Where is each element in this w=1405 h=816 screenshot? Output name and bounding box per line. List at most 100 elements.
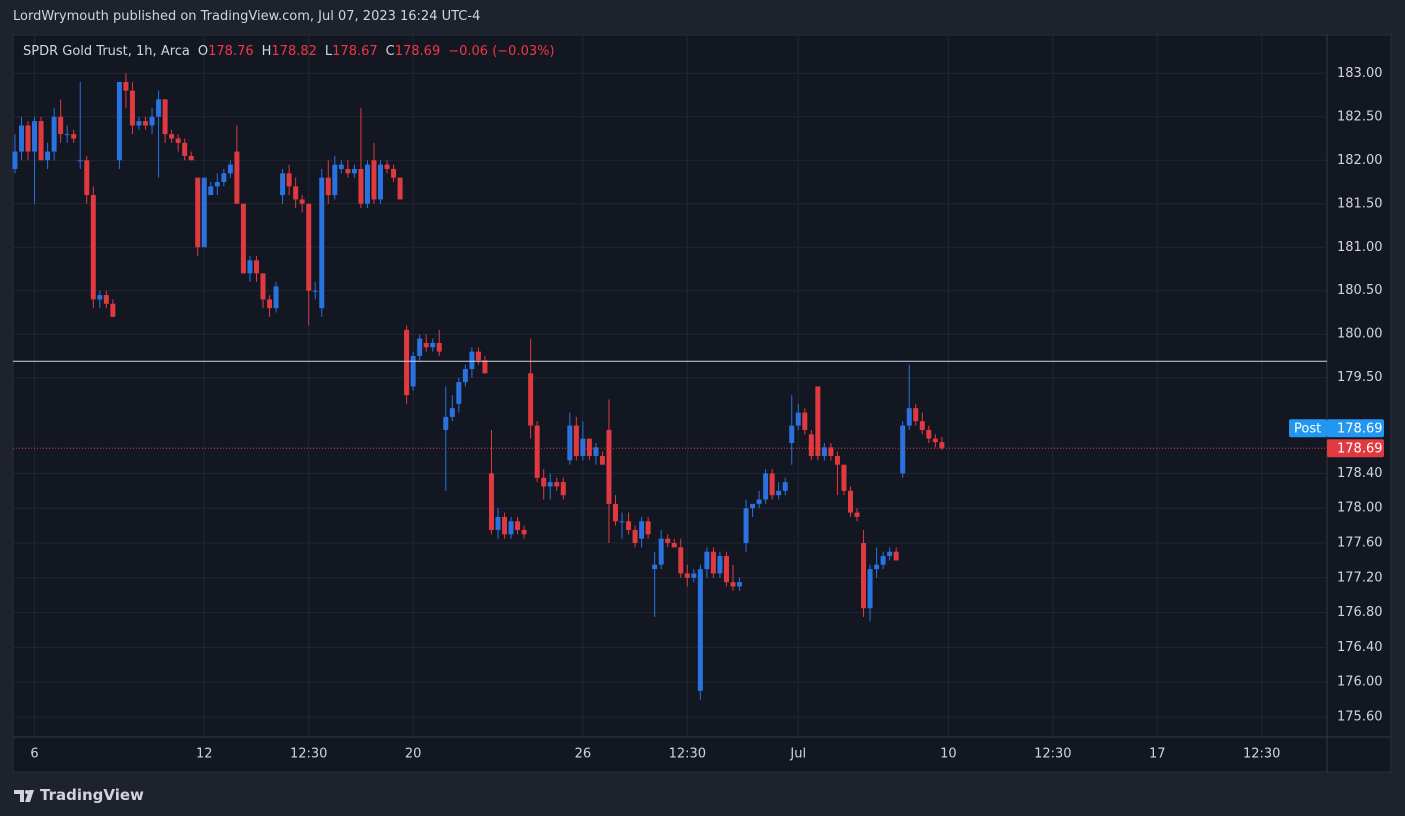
last-price-box [1327, 439, 1384, 458]
candle-body [286, 173, 292, 187]
candle-body [534, 425, 540, 478]
y-tick-label: 180.50 [1337, 283, 1383, 298]
candle-body [234, 151, 240, 204]
y-tick-label: 179.50 [1337, 370, 1383, 385]
candle-body [325, 177, 331, 196]
candle-body [319, 177, 325, 309]
candle-body [645, 521, 651, 535]
candle-body [45, 151, 51, 161]
candle-body [169, 134, 175, 139]
candle-body [456, 382, 462, 404]
candle-body [188, 155, 194, 161]
candle-body [808, 434, 814, 457]
candle-body [684, 573, 690, 578]
candle-body [201, 177, 207, 248]
y-tick-label: 178.00 [1337, 501, 1383, 516]
x-tick-label: 12:30 [1243, 747, 1280, 762]
candle-body [612, 503, 618, 522]
open-label: O [197, 44, 209, 59]
candle-body [338, 164, 344, 169]
x-tick-label: 12:30 [1034, 747, 1071, 762]
candle-body [887, 551, 893, 557]
candle-body [606, 429, 612, 504]
candle-body [932, 438, 938, 443]
candle-body [378, 164, 384, 200]
candle-body [821, 447, 827, 457]
candle-body [84, 160, 90, 196]
candle-body [90, 195, 96, 300]
x-tick-label: 20 [405, 747, 422, 762]
candle-body [880, 556, 886, 565]
publish-info: LordWrymouth published on TradingView.co… [13, 9, 481, 24]
x-tick-label: 26 [575, 747, 592, 762]
high-label: H [261, 44, 272, 59]
x-tick-label: 6 [30, 747, 38, 762]
candle-body [103, 295, 109, 304]
y-tick-label: 176.80 [1337, 605, 1383, 620]
open-value: 178.76 [208, 44, 254, 59]
candle-body [436, 342, 442, 352]
y-tick-label: 181.00 [1337, 240, 1383, 255]
logo-dot [25, 790, 29, 794]
candle-body [560, 482, 566, 496]
candle-body [508, 521, 514, 535]
candle-body [521, 529, 527, 535]
candle-body [443, 416, 449, 430]
candle-body [306, 203, 312, 291]
candle-body [64, 134, 70, 136]
y-tick-label: 180.00 [1337, 327, 1383, 342]
candle-body [162, 99, 168, 135]
candle-body [208, 186, 214, 196]
candle-body [488, 473, 494, 530]
post-box [1289, 419, 1327, 438]
candle-body [573, 425, 579, 457]
candle-body [182, 142, 188, 156]
y-tick-label: 181.50 [1337, 196, 1383, 211]
candle-body [593, 447, 599, 457]
candle-body [815, 386, 821, 457]
x-tick-label: 12:30 [669, 747, 706, 762]
candle-body [639, 521, 645, 539]
y-tick-label: 175.60 [1337, 709, 1383, 724]
candle-body [38, 121, 44, 161]
candle-body [267, 299, 273, 309]
candle-body [123, 81, 129, 91]
candle-body [462, 369, 468, 383]
candle-body [397, 177, 403, 200]
candle-body [515, 521, 521, 530]
candle-body [691, 573, 697, 578]
candle-body [861, 543, 867, 609]
candle-body [449, 408, 455, 417]
candle-body [737, 582, 743, 587]
candle-body [841, 464, 847, 491]
candle-body [782, 482, 788, 491]
post-price-label: 178.69 [1337, 422, 1383, 437]
candle-body [704, 551, 710, 570]
post-label: Post [1294, 422, 1321, 437]
candle-body [156, 99, 162, 117]
candle-body [417, 338, 423, 356]
candle-body [240, 203, 246, 274]
candle-body [769, 473, 775, 496]
candle-body [795, 412, 801, 426]
candle-body [834, 456, 840, 465]
y-tick-label: 183.00 [1337, 66, 1383, 81]
x-tick-label: 10 [940, 747, 957, 762]
candle-body [423, 342, 429, 348]
candle-body [475, 351, 481, 361]
candle-body [665, 538, 671, 544]
candle-body [25, 125, 31, 152]
candle-body [900, 425, 906, 474]
candle-body [143, 121, 149, 126]
candle-body [430, 342, 436, 348]
y-tick-label: 176.00 [1337, 675, 1383, 690]
candle-body [51, 116, 57, 152]
low-label: L [324, 44, 333, 59]
candle-body [358, 168, 364, 204]
candle-body [671, 543, 677, 548]
candle-body [116, 81, 122, 161]
candle-body [247, 260, 253, 274]
candle-body [913, 408, 919, 422]
